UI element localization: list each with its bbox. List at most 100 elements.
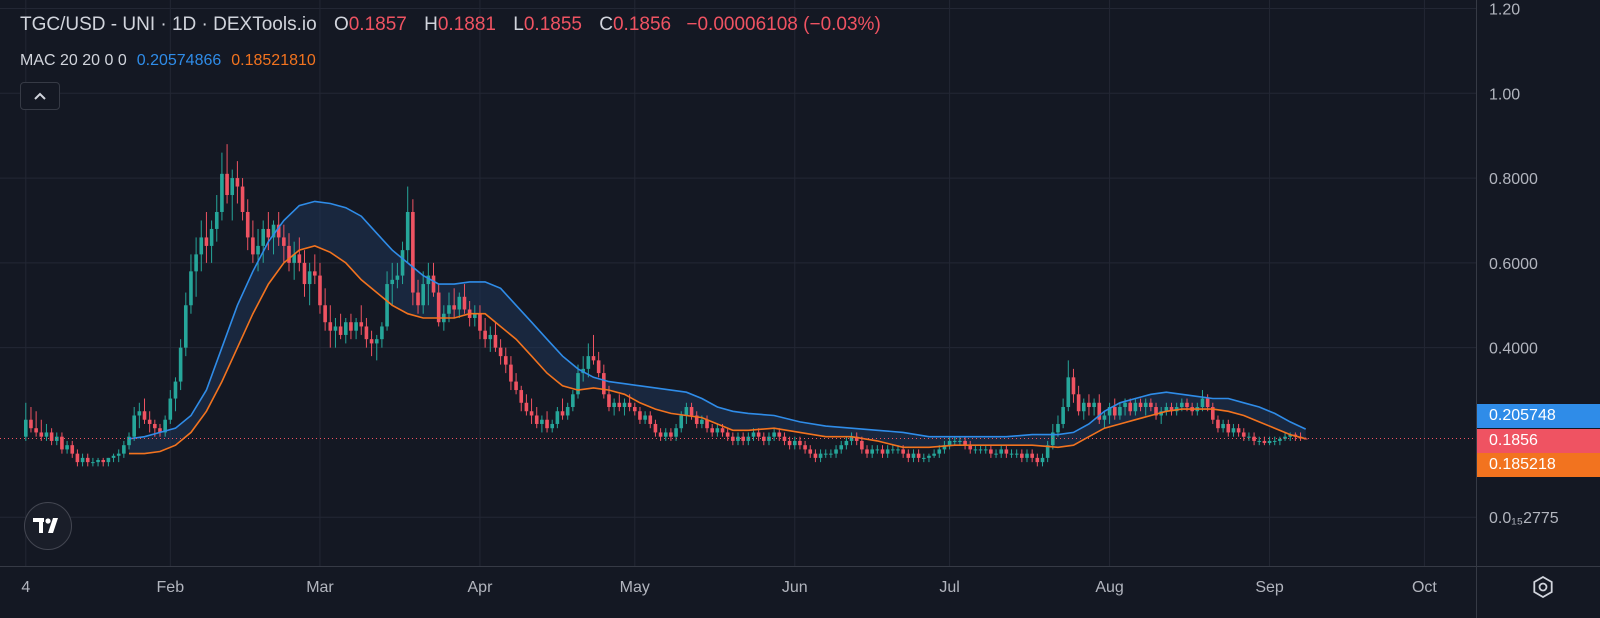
candle xyxy=(240,178,245,221)
candle xyxy=(75,449,80,467)
candle xyxy=(1200,390,1205,412)
candle xyxy=(204,211,209,263)
symbol-title[interactable]: TGC/USD - UNI · 1D · DEXTools.io xyxy=(20,14,317,35)
time-axis[interactable]: 4 Feb Mar Apr May Jun Jul Aug Sep Oct xyxy=(21,579,1437,596)
candle xyxy=(932,449,936,458)
candle xyxy=(1262,436,1267,446)
candle xyxy=(359,305,364,335)
candle xyxy=(761,432,766,446)
candle xyxy=(256,228,260,272)
candle xyxy=(478,305,482,340)
candle xyxy=(937,445,942,458)
candle xyxy=(1133,398,1138,416)
candle xyxy=(1236,423,1241,437)
candle xyxy=(364,317,369,348)
candle xyxy=(860,436,864,454)
candle xyxy=(983,445,988,454)
candle xyxy=(1247,432,1251,441)
candle xyxy=(49,428,54,446)
candle xyxy=(390,262,395,306)
candle xyxy=(483,317,487,348)
candle xyxy=(266,211,271,251)
low-label: L xyxy=(513,14,524,35)
candle xyxy=(111,453,116,463)
indicator-legend[interactable]: MAC 20 20 0 0 0.20574866 0.18521810 xyxy=(20,52,316,70)
candle xyxy=(803,440,807,454)
candles xyxy=(23,144,1308,467)
candle xyxy=(1107,402,1112,424)
candle xyxy=(106,457,111,467)
candle xyxy=(287,233,291,272)
candle xyxy=(875,445,880,454)
candle xyxy=(571,390,575,412)
candle xyxy=(122,440,126,458)
last-price-badge: 0.1856 xyxy=(1477,429,1600,453)
chart-settings-button[interactable] xyxy=(1528,572,1558,602)
candle xyxy=(1216,415,1220,433)
candle xyxy=(586,343,591,378)
candle xyxy=(1061,398,1065,429)
candle xyxy=(1257,436,1262,446)
candle xyxy=(457,292,462,318)
candle xyxy=(323,288,327,331)
candle xyxy=(1056,415,1060,437)
candle xyxy=(127,432,131,450)
x-tick-label: Jun xyxy=(782,579,808,596)
candle xyxy=(921,453,926,463)
candle xyxy=(1210,402,1215,424)
tradingview-logo[interactable] xyxy=(24,502,72,550)
candle xyxy=(694,411,699,429)
candle xyxy=(1020,449,1024,463)
chevron-up-icon xyxy=(34,92,46,100)
candle xyxy=(777,428,782,441)
candle xyxy=(452,288,456,318)
candle xyxy=(663,428,668,441)
candle xyxy=(596,351,601,378)
ma-lower-value: 0.18521810 xyxy=(231,52,316,69)
candle xyxy=(349,313,353,340)
tradingview-logo-icon xyxy=(33,518,58,533)
candle xyxy=(374,334,379,361)
candle xyxy=(405,186,410,263)
candle xyxy=(189,254,193,314)
high-label: H xyxy=(424,14,438,35)
ma-upper-line xyxy=(128,200,1307,440)
y-tick-label: 0.0₁₅2775 xyxy=(1489,510,1559,527)
candle xyxy=(338,313,343,340)
candle xyxy=(421,271,425,314)
candle xyxy=(101,457,106,467)
candle xyxy=(617,394,622,412)
candle xyxy=(220,152,224,221)
candle xyxy=(91,457,95,467)
indicator-label[interactable]: MAC 20 20 0 0 xyxy=(20,52,127,69)
price-axis[interactable]: 1.20 1.00 0.8000 0.6000 0.4000 0.0₁₅2775 xyxy=(1489,1,1559,527)
candle xyxy=(1231,423,1236,437)
ma-upper-price-badge: 0.205748 xyxy=(1477,404,1600,428)
candle xyxy=(1066,360,1071,412)
candle xyxy=(436,284,441,327)
candle xyxy=(813,449,818,463)
candle xyxy=(199,220,204,272)
candle xyxy=(302,250,307,297)
candle xyxy=(839,440,844,454)
candle xyxy=(989,445,993,458)
candle xyxy=(741,432,745,446)
candle xyxy=(307,262,312,306)
candle xyxy=(23,402,28,441)
candle xyxy=(1025,449,1029,463)
candle xyxy=(1112,398,1117,420)
candle xyxy=(1164,402,1169,416)
x-tick-label: Apr xyxy=(468,579,494,596)
candle xyxy=(271,220,276,255)
y-tick-label: 0.4000 xyxy=(1489,341,1538,358)
candle xyxy=(333,317,338,348)
candle xyxy=(968,440,973,454)
candle xyxy=(183,292,188,357)
collapse-legend-button[interactable] xyxy=(20,82,60,110)
candle xyxy=(529,398,534,424)
candle xyxy=(416,279,420,314)
candle xyxy=(1283,432,1287,441)
candle xyxy=(870,445,874,458)
candle xyxy=(292,241,296,280)
